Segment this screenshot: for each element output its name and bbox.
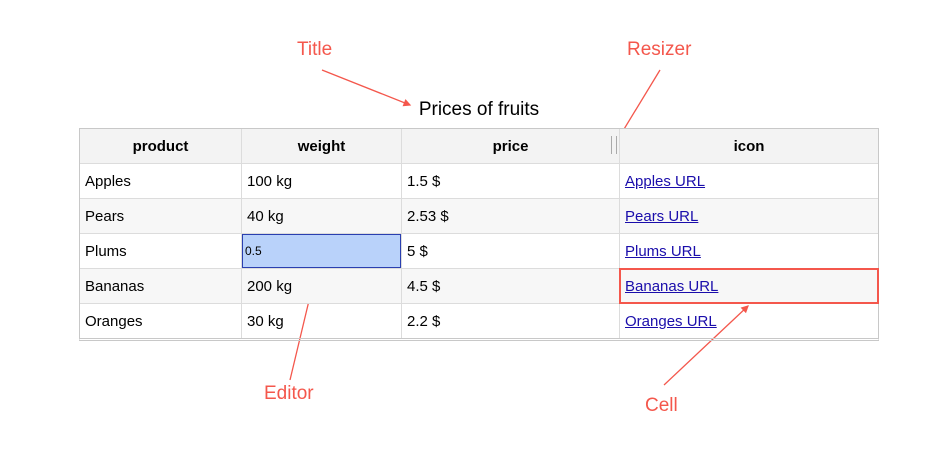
cell-icon[interactable]: Apples URL	[619, 164, 878, 198]
cell-price[interactable]: 1.5 $	[401, 164, 619, 198]
callout-resizer: Resizer	[627, 39, 692, 60]
cell-icon[interactable]: Pears URL	[619, 199, 878, 233]
cell-price[interactable]: 2.2 $	[401, 304, 619, 338]
callout-title: Title	[297, 39, 333, 60]
cell-weight[interactable]: 100 kg	[241, 164, 401, 198]
data-grid: product weight price icon Apples 100 kg …	[79, 128, 879, 341]
cell-editor-input[interactable]: 0.5	[242, 234, 401, 268]
cell-product[interactable]: Bananas	[85, 277, 145, 295]
table-row: Bananas 200 kg 4.5 $ Bananas URL	[80, 268, 879, 304]
callout-cell: Cell	[645, 395, 678, 416]
cell-price[interactable]: 5 $	[401, 234, 619, 268]
cell-weight[interactable]: 30 kg	[241, 304, 401, 338]
icon-link[interactable]: Plums URL	[625, 242, 701, 260]
icon-link[interactable]: Bananas URL	[625, 277, 719, 295]
icon-link[interactable]: Apples URL	[625, 172, 706, 190]
table-caption: Prices of fruits	[418, 99, 540, 120]
column-header-weight[interactable]: weight	[241, 129, 401, 163]
icon-link[interactable]: Pears URL	[625, 207, 699, 225]
cell-product[interactable]: Plums	[85, 242, 127, 260]
cell-weight[interactable]: 40 kg	[241, 199, 401, 233]
cell-price[interactable]: 2.53 $	[401, 199, 619, 233]
cell-product[interactable]: Apples	[85, 172, 131, 190]
cell-product[interactable]: Oranges	[85, 312, 143, 330]
table-row: Apples 100 kg 1.5 $ Apples URL	[80, 163, 878, 198]
column-header-icon[interactable]: icon	[619, 129, 878, 163]
cell-price[interactable]: 4.5 $	[401, 269, 619, 303]
title-arrow	[321, 69, 412, 107]
cell-arrow	[663, 305, 749, 386]
callout-editor: Editor	[264, 383, 314, 404]
cell-icon[interactable]: Oranges URL	[619, 304, 878, 338]
table-row: Plums 0.5 5 $ Plums URL	[80, 233, 878, 268]
cell-icon[interactable]: Plums URL	[619, 234, 878, 268]
column-resizer-handle[interactable]	[611, 136, 617, 154]
column-header-price-label: price	[492, 137, 529, 155]
cell-weight[interactable]: 200 kg	[241, 269, 401, 303]
resizer-arrow	[617, 69, 661, 141]
cell-icon-highlighted[interactable]: Bananas URL	[619, 268, 879, 304]
column-header-product[interactable]: product	[132, 137, 189, 155]
table-row: Pears 40 kg 2.53 $ Pears URL	[80, 198, 878, 233]
cell-product[interactable]: Pears	[85, 207, 125, 225]
column-header-price[interactable]: price	[401, 129, 619, 163]
table-row: Oranges 30 kg 2.2 $ Oranges URL	[80, 303, 878, 338]
cell-weight[interactable]: 0.5	[241, 234, 401, 268]
icon-link[interactable]: Oranges URL	[625, 312, 717, 330]
header-row: product weight price icon	[80, 129, 878, 163]
